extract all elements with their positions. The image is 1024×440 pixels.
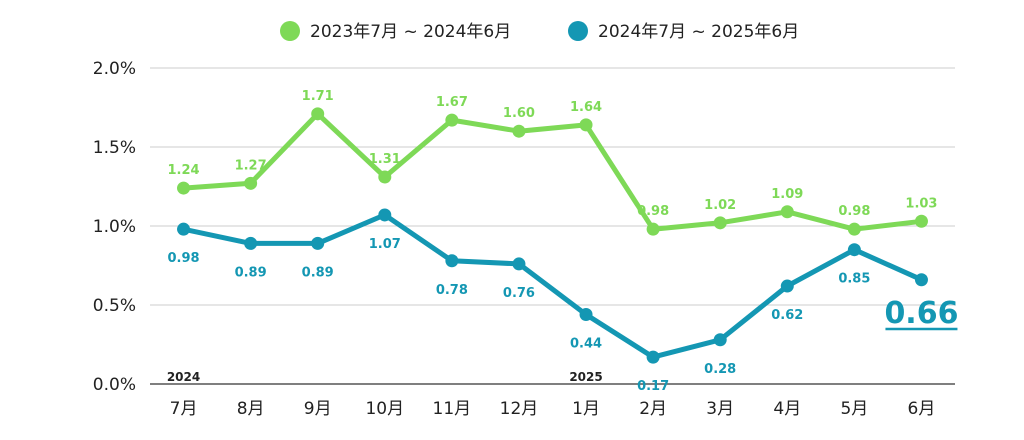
y-tick-label: 1.5%: [93, 138, 136, 158]
legend: 2023年7月 ~ 2024年6月 2024年7月 ~ 2025年6月: [280, 21, 799, 42]
x-tick-label: 2月: [639, 399, 667, 419]
x-tick-label: 1月: [572, 399, 600, 419]
year-label: 2024: [167, 370, 200, 384]
y-tick-label: 0.0%: [93, 375, 136, 395]
series-line: [181, 111, 924, 232]
data-label: 0.98: [637, 204, 669, 219]
x-tick-label: 12月: [500, 399, 539, 419]
data-point: [646, 222, 660, 236]
data-point: [512, 257, 526, 271]
data-label: 1.60: [503, 106, 535, 121]
legend-label: 2023年7月 ~ 2024年6月: [310, 22, 511, 42]
data-label: 0.62: [771, 308, 803, 323]
data-label: 0.98: [168, 251, 200, 266]
data-point: [244, 176, 258, 190]
y-tick-label: 1.0%: [93, 217, 136, 237]
data-point: [579, 307, 593, 321]
data-label: 0.76: [503, 286, 535, 301]
x-tick-label: 7月: [170, 399, 198, 419]
data-point: [445, 254, 459, 268]
y-tick-label: 0.5%: [93, 296, 136, 316]
legend-marker: [280, 21, 300, 41]
x-tick-label: 3月: [706, 399, 734, 419]
data-label: 0.28: [704, 362, 736, 377]
data-point: [713, 333, 727, 347]
data-label: 1.71: [302, 89, 334, 104]
series-1: 1.24 1.27 1.71 1.31 1.67 1.60 1.64 0.98 1.02 1.09…: [168, 89, 937, 236]
data-label: 0.85: [838, 272, 870, 287]
data-label: 1.07: [369, 237, 401, 252]
data-label: 0.78: [436, 283, 468, 298]
x-axis-ticks: 7月 8月 9月 10月 11月 12月 1月 2月 3月 4月 5月 6月: [170, 399, 936, 419]
data-point: [847, 243, 861, 257]
y-tick-label: 2.0%: [93, 59, 136, 79]
data-point: [244, 236, 258, 250]
data-point: [378, 208, 392, 222]
data-label: 0.17: [637, 379, 669, 394]
x-tick-label: 6月: [908, 399, 936, 419]
data-point: [646, 350, 660, 364]
x-tick-label: 4月: [773, 399, 801, 419]
series-line: [181, 212, 924, 360]
x-tick-label: 5月: [840, 399, 868, 419]
data-label: 1.09: [771, 187, 803, 202]
x-tick-label: 8月: [237, 399, 265, 419]
legend-marker: [568, 21, 588, 41]
data-point: [512, 124, 526, 138]
data-point: [780, 205, 794, 219]
data-point: [780, 279, 794, 293]
data-point: [177, 181, 191, 195]
year-label: 2025: [569, 370, 602, 384]
year-labels: 2024 2025: [167, 370, 603, 384]
data-point: [914, 214, 928, 228]
legend-item: 2023年7月 ~ 2024年6月: [280, 21, 511, 42]
legend-label: 2024年7月 ~ 2025年6月: [598, 22, 799, 42]
legend-item: 2024年7月 ~ 2025年6月: [568, 21, 799, 42]
data-label: 0.89: [302, 265, 334, 280]
y-axis-ticks: 0.0% 0.5% 1.0% 1.5% 2.0%: [93, 59, 136, 395]
series-2: 0.98 0.89 0.89 1.07 0.78 0.76 0.44 0.17 0.28 0.62…: [168, 208, 928, 394]
x-tick-label: 11月: [433, 399, 472, 419]
x-tick-label: 10月: [365, 399, 404, 419]
data-point: [713, 216, 727, 230]
data-point: [445, 113, 459, 127]
data-point: [311, 236, 325, 250]
data-label: 1.02: [704, 198, 736, 213]
data-label: 1.03: [905, 196, 937, 211]
data-label: 1.64: [570, 100, 602, 115]
data-label: 1.31: [369, 152, 401, 167]
highlight-value: 0.66: [884, 296, 958, 331]
data-label: 0.89: [235, 265, 267, 280]
data-label: 1.67: [436, 95, 468, 110]
data-point: [579, 118, 593, 132]
x-tick-label: 9月: [304, 399, 332, 419]
data-point: [311, 107, 325, 121]
data-label: 1.27: [235, 158, 267, 173]
data-label: 0.98: [838, 204, 870, 219]
series-group: 1.24 1.27 1.71 1.31 1.67 1.60 1.64 0.98 1.02 1.09…: [168, 89, 938, 394]
data-point: [378, 170, 392, 184]
highlight-group: 0.66: [884, 296, 958, 331]
data-label: 0.44: [570, 336, 602, 351]
data-point: [177, 222, 191, 236]
data-point: [914, 273, 928, 287]
data-point: [847, 222, 861, 236]
data-label: 1.24: [168, 163, 200, 178]
